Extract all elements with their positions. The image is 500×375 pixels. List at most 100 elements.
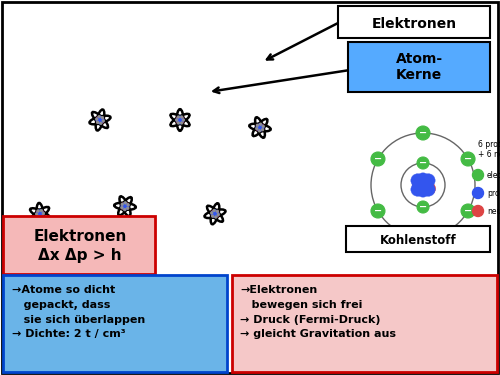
Circle shape bbox=[258, 130, 260, 132]
Circle shape bbox=[416, 173, 430, 186]
Circle shape bbox=[209, 301, 214, 305]
Circle shape bbox=[416, 183, 430, 196]
Circle shape bbox=[46, 304, 51, 309]
Circle shape bbox=[180, 122, 183, 124]
Circle shape bbox=[213, 210, 217, 214]
Circle shape bbox=[122, 205, 126, 209]
Circle shape bbox=[179, 119, 184, 123]
Circle shape bbox=[121, 203, 124, 206]
Circle shape bbox=[130, 297, 134, 301]
Text: electron: electron bbox=[487, 171, 500, 180]
Circle shape bbox=[416, 174, 430, 187]
Circle shape bbox=[214, 211, 218, 215]
Circle shape bbox=[208, 299, 211, 302]
Circle shape bbox=[422, 174, 435, 187]
Circle shape bbox=[97, 117, 102, 122]
Circle shape bbox=[96, 118, 98, 120]
Circle shape bbox=[98, 117, 103, 122]
Circle shape bbox=[176, 119, 180, 123]
Circle shape bbox=[123, 202, 127, 206]
Text: neutron: neutron bbox=[487, 207, 500, 216]
Circle shape bbox=[38, 216, 40, 218]
Circle shape bbox=[46, 306, 50, 311]
Circle shape bbox=[48, 308, 52, 312]
Circle shape bbox=[96, 117, 100, 121]
Circle shape bbox=[180, 116, 183, 118]
Circle shape bbox=[210, 300, 214, 305]
Circle shape bbox=[258, 123, 262, 128]
Circle shape bbox=[98, 119, 102, 124]
Circle shape bbox=[256, 126, 261, 130]
Circle shape bbox=[212, 215, 214, 217]
Circle shape bbox=[98, 118, 103, 123]
Circle shape bbox=[131, 296, 134, 298]
Circle shape bbox=[214, 213, 218, 217]
Circle shape bbox=[206, 303, 210, 307]
Circle shape bbox=[126, 207, 129, 210]
Text: →Atome so dicht
   gepackt, dass
   sie sich überlappen
→ Dichte: 2 t / cm³: →Atome so dicht gepackt, dass sie sich ü… bbox=[12, 285, 145, 339]
Circle shape bbox=[101, 116, 103, 119]
Circle shape bbox=[411, 183, 424, 196]
Circle shape bbox=[262, 125, 264, 128]
Circle shape bbox=[213, 210, 217, 214]
Circle shape bbox=[212, 213, 216, 217]
Circle shape bbox=[211, 211, 215, 216]
Circle shape bbox=[178, 119, 182, 124]
Circle shape bbox=[472, 206, 484, 216]
Circle shape bbox=[36, 211, 41, 215]
Circle shape bbox=[38, 214, 42, 218]
Circle shape bbox=[126, 302, 129, 304]
Circle shape bbox=[208, 304, 212, 308]
Circle shape bbox=[46, 307, 48, 310]
Circle shape bbox=[208, 301, 213, 306]
Circle shape bbox=[178, 118, 183, 123]
Text: −: − bbox=[374, 154, 382, 164]
Circle shape bbox=[177, 122, 180, 124]
Circle shape bbox=[96, 118, 100, 122]
Circle shape bbox=[214, 212, 218, 216]
Circle shape bbox=[129, 299, 134, 303]
Circle shape bbox=[206, 301, 211, 305]
Circle shape bbox=[38, 211, 42, 216]
Circle shape bbox=[124, 205, 129, 210]
Circle shape bbox=[47, 305, 52, 309]
Circle shape bbox=[179, 117, 184, 121]
Circle shape bbox=[46, 306, 51, 310]
Circle shape bbox=[125, 204, 129, 209]
Circle shape bbox=[127, 298, 132, 303]
Circle shape bbox=[46, 304, 50, 309]
Circle shape bbox=[260, 123, 262, 125]
Circle shape bbox=[124, 203, 128, 207]
Circle shape bbox=[38, 213, 42, 217]
Circle shape bbox=[40, 213, 44, 217]
Circle shape bbox=[423, 182, 436, 195]
Circle shape bbox=[422, 183, 435, 196]
Circle shape bbox=[48, 309, 50, 312]
Circle shape bbox=[49, 304, 54, 309]
Circle shape bbox=[98, 120, 102, 124]
Circle shape bbox=[210, 302, 214, 306]
Circle shape bbox=[124, 209, 126, 211]
Circle shape bbox=[209, 306, 212, 308]
Circle shape bbox=[128, 299, 132, 304]
Circle shape bbox=[128, 300, 132, 304]
Circle shape bbox=[176, 117, 180, 121]
Circle shape bbox=[176, 117, 181, 121]
FancyBboxPatch shape bbox=[348, 42, 490, 92]
Circle shape bbox=[128, 297, 133, 302]
Circle shape bbox=[461, 204, 475, 218]
Circle shape bbox=[124, 202, 126, 204]
Circle shape bbox=[260, 126, 264, 131]
Circle shape bbox=[212, 211, 216, 216]
Circle shape bbox=[412, 179, 425, 191]
Circle shape bbox=[46, 305, 50, 310]
Text: −: − bbox=[419, 232, 427, 242]
Circle shape bbox=[123, 204, 127, 209]
Circle shape bbox=[212, 211, 216, 215]
Circle shape bbox=[371, 204, 385, 218]
Circle shape bbox=[180, 118, 184, 122]
Text: −: − bbox=[419, 158, 427, 168]
Circle shape bbox=[258, 126, 263, 130]
Text: proton: proton bbox=[487, 189, 500, 198]
Circle shape bbox=[128, 296, 132, 301]
